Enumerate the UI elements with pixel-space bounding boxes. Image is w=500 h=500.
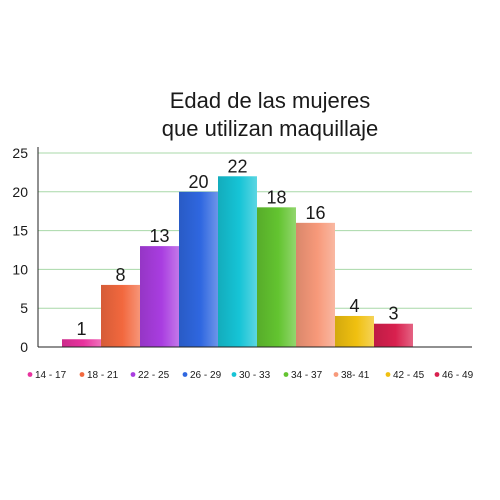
legend-marker — [333, 372, 339, 377]
data-label: 22 — [227, 156, 247, 176]
y-tick-label: 5 — [20, 300, 28, 316]
legend-label: 18 - 21 — [87, 370, 119, 381]
legend-label: 38- 41 — [341, 370, 370, 381]
legend-label: 46 - 49 — [442, 370, 474, 381]
data-label: 16 — [305, 203, 325, 223]
data-label: 18 — [266, 187, 286, 207]
bar-22-25 — [140, 246, 179, 347]
legend-marker — [79, 372, 85, 377]
y-tick-label: 10 — [12, 261, 28, 277]
bar-34-37 — [257, 207, 296, 347]
bar-30-33 — [218, 176, 257, 347]
chart-title-line-2: que utilizan maquillaje — [162, 116, 378, 141]
legend-label: 14 - 17 — [35, 370, 67, 381]
data-label: 4 — [349, 296, 359, 316]
y-tick-label: 25 — [12, 145, 28, 161]
bar-18-21 — [101, 284, 140, 347]
legend-marker — [385, 372, 391, 377]
data-label: 8 — [115, 265, 125, 285]
legend-marker — [231, 372, 237, 377]
legend-marker — [283, 372, 289, 377]
legend-marker — [434, 372, 440, 377]
bar-26-29 — [179, 191, 218, 347]
legend-label: 34 - 37 — [291, 370, 323, 381]
legend-label: 42 - 45 — [393, 370, 425, 381]
legend-marker — [27, 372, 33, 377]
data-label: 20 — [188, 172, 208, 192]
data-label: 3 — [388, 304, 398, 324]
y-tick-label: 20 — [12, 184, 28, 200]
chart-title-line-1: Edad de las mujeres — [170, 88, 371, 113]
legend-label: 30 - 33 — [239, 370, 271, 381]
bar-14-17 — [62, 339, 101, 347]
data-label: 13 — [149, 226, 169, 246]
legend-label: 22 - 25 — [138, 370, 170, 381]
y-tick-label: 15 — [12, 223, 28, 239]
data-label: 1 — [76, 319, 86, 339]
legend-marker — [130, 372, 136, 377]
bar-42-45 — [335, 315, 374, 347]
bar-46-49 — [374, 323, 413, 347]
legend-label: 26 - 29 — [190, 370, 222, 381]
legend-marker — [182, 372, 188, 377]
y-tick-label: 0 — [20, 339, 28, 355]
bar-38-41 — [296, 222, 335, 347]
